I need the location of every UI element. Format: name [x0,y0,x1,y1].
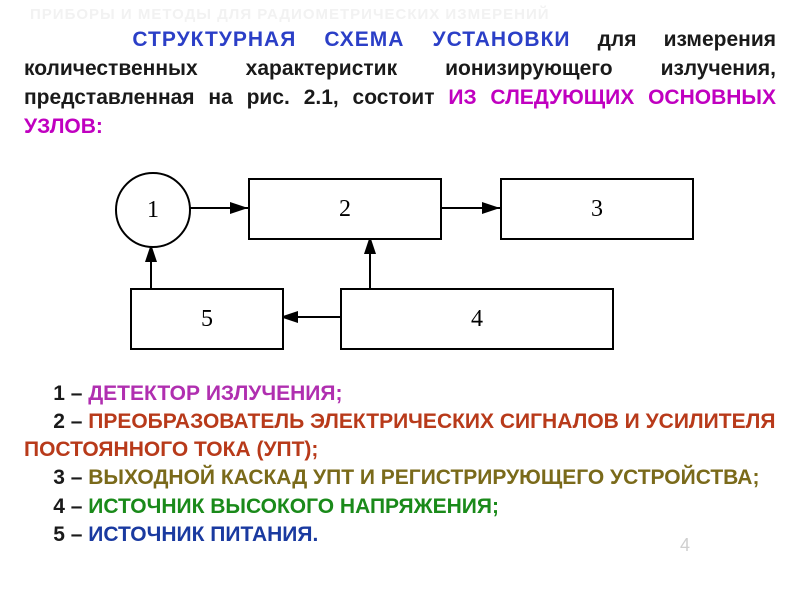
legend: 1 – ДЕТЕКТОР ИЗЛУЧЕНИЯ; 2 – ПРЕОБРАЗОВАТ… [24,380,776,549]
diagram-node-2: 2 [248,178,442,240]
watermark-text: ПРИБОРЫ И МЕТОДЫ ДЛЯ РАДИОМЕТРИЧЕСКИХ ИЗ… [30,6,550,23]
legend-key: 2 – [53,410,88,433]
legend-key: 3 – [53,466,88,489]
diagram-node-3: 3 [500,178,694,240]
intro-paragraph: СТРУКТУРНАЯ СХЕМА УСТАНОВКИ для измерени… [24,26,776,142]
legend-desc: ИСТОЧНИК ПИТАНИЯ. [88,523,318,546]
page: ПРИБОРЫ И МЕТОДЫ ДЛЯ РАДИОМЕТРИЧЕСКИХ ИЗ… [0,0,800,600]
legend-item: 3 – ВЫХОДНОЙ КАСКАД УПТ И РЕГИСТРИРУЮЩЕГ… [24,464,776,492]
legend-item: 1 – ДЕТЕКТОР ИЗЛУЧЕНИЯ; [24,380,776,408]
legend-item: 5 – ИСТОЧНИК ПИТАНИЯ. [24,521,776,549]
legend-desc: ИСТОЧНИК ВЫСОКОГО НАПРЯЖЕНИЯ; [88,495,499,518]
page-number: 4 [680,535,690,556]
legend-key: 4 – [53,495,88,518]
legend-desc: ВЫХОДНОЙ КАСКАД УПТ И РЕГИСТРИРУЮЩЕГО УС… [88,466,759,489]
legend-key: 1 – [53,382,88,405]
block-diagram: 123 54 [0,160,800,370]
diagram-node-5: 5 [130,288,284,350]
diagram-node-1: 1 [115,172,191,248]
legend-desc: ДЕТЕКТОР ИЗЛУЧЕНИЯ; [88,382,342,405]
intro-title: СТРУКТУРНАЯ СХЕМА УСТАНОВКИ [132,28,570,51]
diagram-node-4: 4 [340,288,614,350]
legend-item: 2 – ПРЕОБРАЗОВАТЕЛЬ ЭЛЕКТРИЧЕСКИХ СИГНАЛ… [24,408,776,464]
legend-item: 4 – ИСТОЧНИК ВЫСОКОГО НАПРЯЖЕНИЯ; [24,493,776,521]
legend-desc: ПРЕОБРАЗОВАТЕЛЬ ЭЛЕКТРИЧЕСКИХ СИГНАЛОВ И… [24,410,775,461]
legend-key: 5 – [53,523,88,546]
